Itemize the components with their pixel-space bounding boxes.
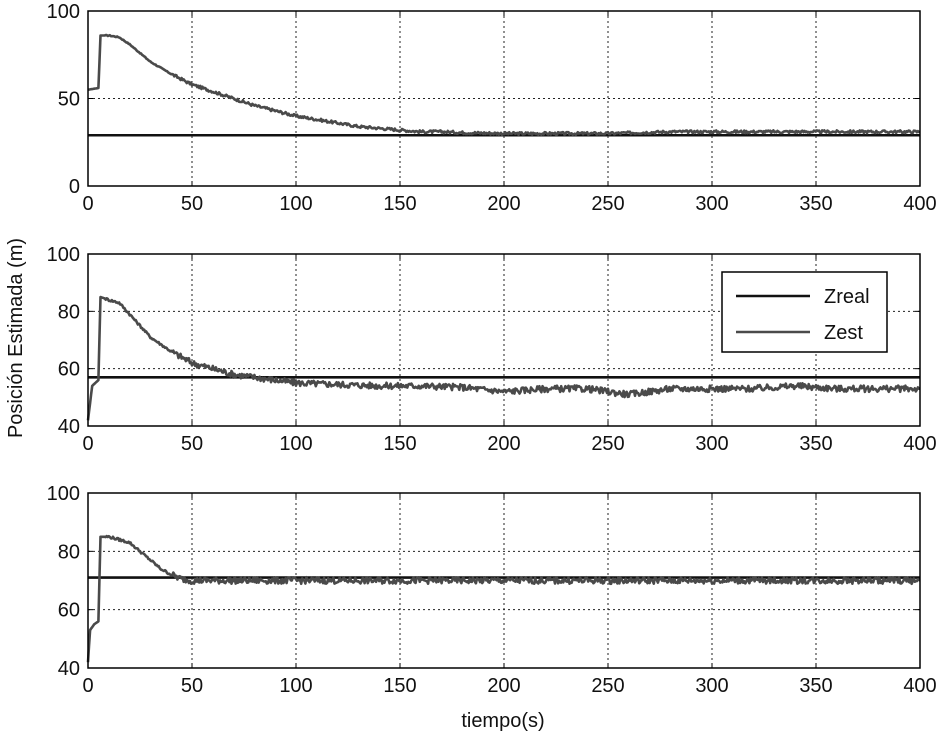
y-tick-label: 40 xyxy=(58,416,80,438)
subplot-1: 0 50 100 150 200 250 300 350 400 0 50 100 xyxy=(47,1,937,215)
x-tick-label: 0 xyxy=(82,193,93,215)
x-tick-label: 50 xyxy=(181,675,203,697)
x-tick-label: 250 xyxy=(591,193,624,215)
y-tick-label: 100 xyxy=(47,483,80,505)
y-tick-label: 60 xyxy=(58,359,80,381)
x-tick-label: 150 xyxy=(383,675,416,697)
legend: Zreal Zest xyxy=(721,271,888,353)
y-tick-label: 100 xyxy=(47,1,80,23)
x-tick-label: 100 xyxy=(279,193,312,215)
y-tick-label: 40 xyxy=(58,658,80,680)
y-tick-label: 100 xyxy=(47,244,80,266)
subplot-3: 0 50 100 150 200 250 300 350 400 40 60 80 100 xyxy=(47,483,937,697)
axes-frame xyxy=(87,10,921,187)
x-tick-label: 150 xyxy=(383,433,416,455)
y-tick-label: 80 xyxy=(58,541,80,563)
x-tick-label: 0 xyxy=(82,433,93,455)
subplot-2: 0 50 100 150 200 250 300 350 400 40 60 80 100 Zreal Ze… xyxy=(47,244,937,455)
series-line-zest xyxy=(86,534,921,663)
x-tick-label: 300 xyxy=(695,675,728,697)
x-tick-label: 0 xyxy=(82,675,93,697)
x-tick-label: 50 xyxy=(181,433,203,455)
y-axis-label: Posición Estimada (m) xyxy=(5,238,27,438)
y-tick-label: 80 xyxy=(58,301,80,323)
x-tick-label: 400 xyxy=(903,193,936,215)
x-tick-label: 50 xyxy=(181,193,203,215)
x-tick-label: 250 xyxy=(591,433,624,455)
x-tick-label: 350 xyxy=(799,433,832,455)
x-tick-label: 200 xyxy=(487,193,520,215)
x-tick-label: 150 xyxy=(383,193,416,215)
y-tick-label: 50 xyxy=(58,89,80,111)
x-tick-label: 200 xyxy=(487,433,520,455)
legend-label-zest: Zest xyxy=(824,322,863,344)
y-tick-label: 0 xyxy=(69,176,80,198)
x-axis-label: tiempo(s) xyxy=(461,710,544,732)
x-tick-label: 400 xyxy=(903,675,936,697)
x-tick-label: 100 xyxy=(279,433,312,455)
y-tick-label: 60 xyxy=(58,600,80,622)
x-tick-label: 200 xyxy=(487,675,520,697)
x-tick-label: 350 xyxy=(799,193,832,215)
x-tick-label: 100 xyxy=(279,675,312,697)
x-tick-label: 300 xyxy=(695,433,728,455)
series-line-zest xyxy=(87,33,921,137)
x-tick-label: 400 xyxy=(903,433,936,455)
legend-box xyxy=(721,271,888,353)
x-tick-label: 350 xyxy=(799,675,832,697)
series-line-zest xyxy=(86,295,921,421)
x-tick-label: 300 xyxy=(695,193,728,215)
x-tick-label: 250 xyxy=(591,675,624,697)
axes-frame xyxy=(87,253,921,427)
axes-frame xyxy=(87,492,921,669)
legend-label-zreal: Zreal xyxy=(824,286,870,308)
